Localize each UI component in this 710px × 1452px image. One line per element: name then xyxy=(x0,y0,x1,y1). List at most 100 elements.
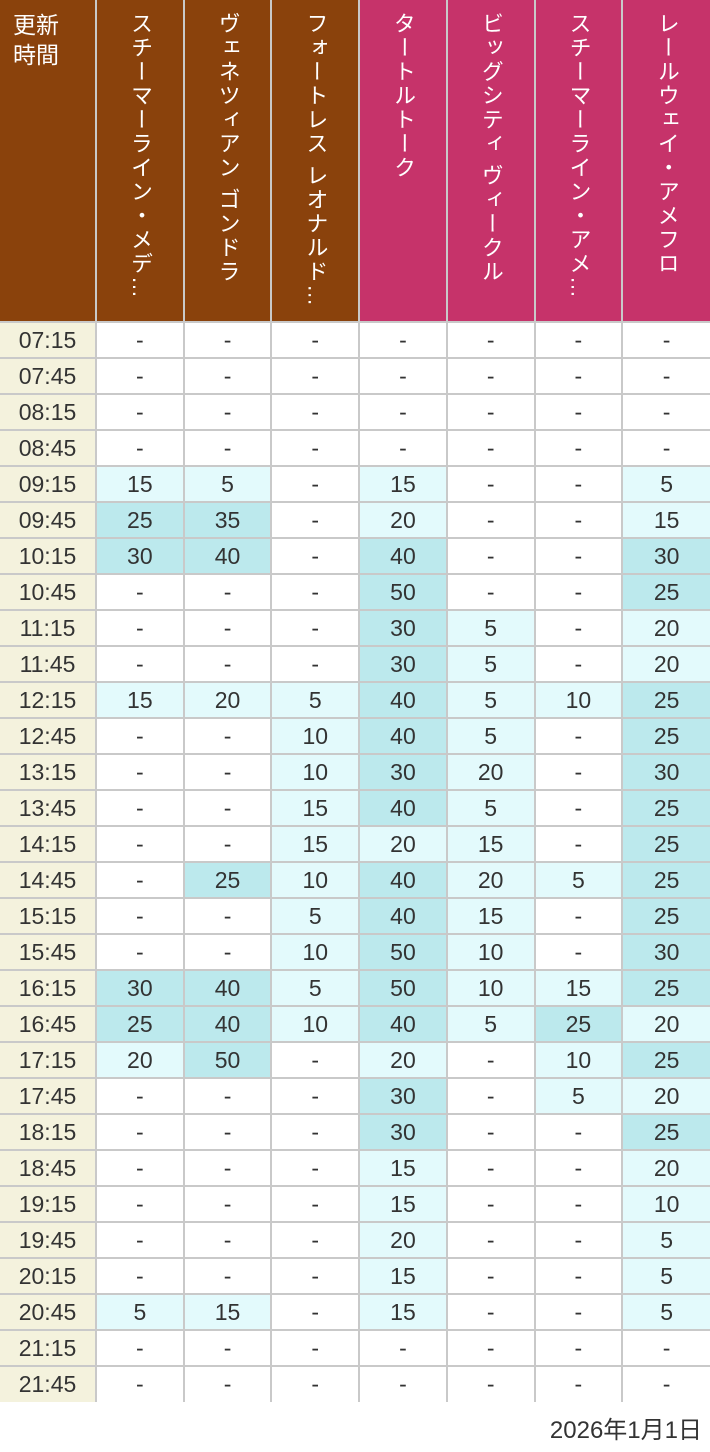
wait-time-cell: - xyxy=(445,1077,536,1115)
wait-time-cell: - xyxy=(95,1257,185,1295)
table-row: 11:45- - -30 5-20 xyxy=(0,645,710,683)
wait-time-cell: - xyxy=(95,1077,185,1115)
wait-time-cell: - xyxy=(358,393,448,431)
wait-time-cell: 5 xyxy=(533,861,624,899)
wait-time-cell: - xyxy=(182,573,273,611)
wait-time-cell: - xyxy=(182,1365,273,1403)
wait-time-cell: 20 xyxy=(358,501,448,539)
wait-time-cell: - xyxy=(95,321,185,359)
wait-time-table-body: 07:15- - - - - - -07:45- - - - - - -08:15- - - - - - -08:4… xyxy=(0,321,710,1403)
wait-time-cell: - xyxy=(621,321,710,359)
wait-time-cell: - xyxy=(445,1329,536,1367)
wait-time-cell: 20 xyxy=(445,753,536,791)
wait-time-cell: 25 xyxy=(621,897,710,935)
wait-time-table-header: 更新時間 スチーマーライン・メデ… ヴェネツィアン ゴンドラ フォートレス レオ… xyxy=(0,0,710,323)
wait-time-cell: - xyxy=(270,1077,361,1115)
wait-time-cell: 15 xyxy=(445,825,536,863)
wait-time-cell: 5 xyxy=(621,1293,710,1331)
wait-time-cell: 5 xyxy=(621,465,710,503)
wait-time-cell: - xyxy=(445,1113,536,1151)
wait-time-cell: - xyxy=(182,933,273,971)
wait-time-cell: - xyxy=(182,357,273,395)
wait-time-cell: 15 xyxy=(358,1185,448,1223)
wait-time-cell: 40 xyxy=(358,537,448,575)
wait-time-cell: - xyxy=(270,357,361,395)
wait-time-cell: 40 xyxy=(182,969,273,1007)
wait-time-cell: 5 xyxy=(445,789,536,827)
wait-time-cell: 5 xyxy=(445,1005,536,1043)
column-header-steamer-line-american: スチーマーライン・アメ… xyxy=(533,0,624,323)
time-cell: 08:45 xyxy=(0,429,97,467)
wait-time-cell: - xyxy=(270,1149,361,1187)
wait-time-cell: - xyxy=(533,1113,624,1151)
table-row: 12:45- -10 40 5-25 xyxy=(0,717,710,755)
wait-time-cell: - xyxy=(182,393,273,431)
wait-time-cell: 15 xyxy=(95,681,185,719)
wait-time-cell: - xyxy=(533,429,624,467)
update-time-header-cell: 更新時間 xyxy=(0,0,97,323)
table-row: 15:15- -5 40 15-25 xyxy=(0,897,710,935)
time-cell: 10:15 xyxy=(0,537,97,575)
wait-time-cell: - xyxy=(270,465,361,503)
table-row: 16:45 25 40 10 40 5 25 20 xyxy=(0,1005,710,1043)
wait-time-cell: - xyxy=(621,1329,710,1367)
wait-time-cell: - xyxy=(95,1149,185,1187)
time-cell: 10:45 xyxy=(0,573,97,611)
table-row: 13:15- -10 30 20-30 xyxy=(0,753,710,791)
wait-time-cell: - xyxy=(533,465,624,503)
wait-time-cell: - xyxy=(533,573,624,611)
table-row: 07:45- - - - - - - xyxy=(0,357,710,395)
wait-time-cell: - xyxy=(95,753,185,791)
wait-time-cell: 5 xyxy=(270,681,361,719)
table-row: 10:15 30 40-40- -30 xyxy=(0,537,710,575)
wait-time-cell: 5 xyxy=(621,1221,710,1259)
wait-time-cell: - xyxy=(270,1293,361,1331)
table-row: 21:45- - - - - - - xyxy=(0,1365,710,1403)
table-row: 20:45 5 15-15- -5 xyxy=(0,1293,710,1331)
table-row: 16:15 30 40 5 50 10 15 25 xyxy=(0,969,710,1007)
wait-time-cell: - xyxy=(445,1149,536,1187)
wait-time-cell: - xyxy=(182,753,273,791)
wait-time-cell: - xyxy=(533,1365,624,1403)
wait-time-cell: 20 xyxy=(358,825,448,863)
table-row: 14:45-25 10 40 20 5 25 xyxy=(0,861,710,899)
wait-time-cell: 35 xyxy=(182,501,273,539)
wait-time-cell: 30 xyxy=(621,537,710,575)
wait-time-cell: 5 xyxy=(445,609,536,647)
table-row: 14:15- -15 20 15-25 xyxy=(0,825,710,863)
table-row: 07:15- - - - - - - xyxy=(0,321,710,359)
time-cell: 20:15 xyxy=(0,1257,97,1295)
wait-time-cell: - xyxy=(95,1113,185,1151)
wait-time-cell: 30 xyxy=(621,753,710,791)
wait-time-cell: - xyxy=(95,1185,185,1223)
wait-time-cell: 5 xyxy=(270,969,361,1007)
wait-time-cell: - xyxy=(182,1113,273,1151)
time-cell: 12:45 xyxy=(0,717,97,755)
wait-time-cell: - xyxy=(445,1293,536,1331)
wait-time-cell: 15 xyxy=(358,1257,448,1295)
column-header-venetian-gondolas: ヴェネツィアン ゴンドラ xyxy=(182,0,273,323)
column-header-turtle-talk: タートルトーク xyxy=(358,0,448,323)
time-cell: 11:45 xyxy=(0,645,97,683)
wait-time-cell: 30 xyxy=(358,1113,448,1151)
table-row: 21:15- - - - - - - xyxy=(0,1329,710,1367)
table-row: 08:15- - - - - - - xyxy=(0,393,710,431)
wait-time-cell: - xyxy=(182,609,273,647)
wait-time-cell: - xyxy=(533,1149,624,1187)
table-row: 19:45- - -20- -5 xyxy=(0,1221,710,1259)
time-cell: 08:15 xyxy=(0,393,97,431)
wait-time-cell: - xyxy=(270,573,361,611)
wait-time-cell: 25 xyxy=(621,1113,710,1151)
wait-time-cell: 30 xyxy=(358,1077,448,1115)
wait-time-cell: - xyxy=(358,1365,448,1403)
wait-time-cell: - xyxy=(533,393,624,431)
wait-time-cell: 40 xyxy=(358,681,448,719)
wait-time-cell: - xyxy=(533,753,624,791)
column-header-big-city-vehicles: ビッグシティ ヴィークル xyxy=(445,0,536,323)
wait-time-cell: - xyxy=(445,1221,536,1259)
wait-time-cell: - xyxy=(533,645,624,683)
wait-time-cell: - xyxy=(533,897,624,935)
wait-time-cell: - xyxy=(270,1221,361,1259)
wait-time-cell: 25 xyxy=(621,861,710,899)
wait-time-cell: 25 xyxy=(182,861,273,899)
